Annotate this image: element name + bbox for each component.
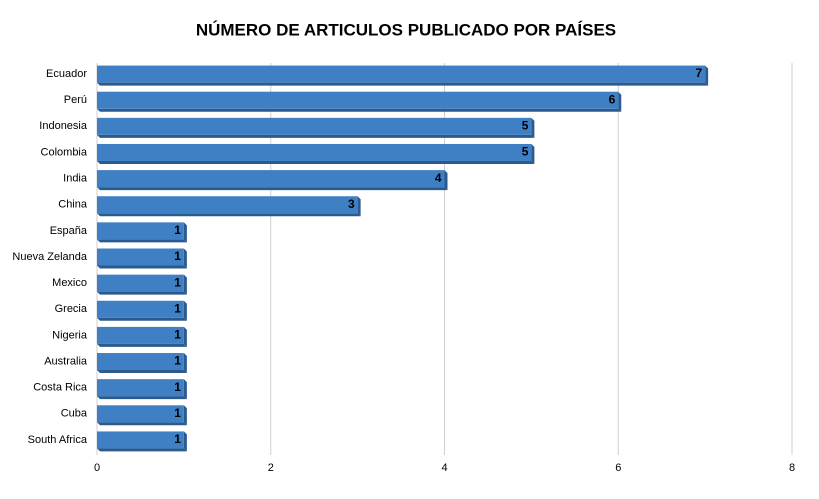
chart-title: NÚMERO DE ARTICULOS PUBLICADO POR PAÍSES xyxy=(196,20,616,39)
bar xyxy=(97,326,184,344)
bar-bottom xyxy=(97,422,187,426)
value-label: 1 xyxy=(174,406,181,420)
bar-bottom xyxy=(97,448,187,452)
bar xyxy=(97,405,184,423)
value-label: 6 xyxy=(609,92,616,106)
bar xyxy=(97,274,184,292)
bar-side xyxy=(357,196,361,217)
bar-bottom xyxy=(97,265,187,269)
y-tick-label: Colombia xyxy=(41,146,88,158)
bar-side xyxy=(531,117,535,138)
y-tick-label: Nigeria xyxy=(52,329,88,341)
bar-bottom xyxy=(97,160,535,164)
bar xyxy=(97,143,532,161)
value-label: 4 xyxy=(435,171,442,185)
bar-bottom xyxy=(97,213,361,217)
bar-side xyxy=(531,143,535,164)
bar-side xyxy=(183,248,187,269)
bar-side xyxy=(183,431,187,452)
bar xyxy=(97,222,184,240)
value-label: 1 xyxy=(174,301,181,315)
bar-bottom xyxy=(97,239,187,243)
bar-side xyxy=(618,91,622,112)
bar xyxy=(97,248,184,266)
y-tick-label: Perú xyxy=(64,94,87,106)
value-label: 3 xyxy=(348,197,355,211)
bar-bottom xyxy=(97,291,187,295)
y-tick-label: South Africa xyxy=(28,434,88,446)
bar-side xyxy=(183,353,187,374)
value-label: 5 xyxy=(522,145,529,159)
bar xyxy=(97,170,445,188)
value-label: 1 xyxy=(174,223,181,237)
bar-side xyxy=(705,65,709,86)
bar-side xyxy=(183,274,187,295)
bar xyxy=(97,300,184,318)
bar xyxy=(97,196,358,214)
value-label: 1 xyxy=(174,275,181,289)
bar-side xyxy=(183,405,187,426)
value-label: 5 xyxy=(522,119,529,133)
y-tick-label: Australia xyxy=(44,355,88,367)
bar xyxy=(97,117,532,135)
y-tick-label: España xyxy=(50,225,88,237)
bar-bottom xyxy=(97,108,622,112)
bar-bottom xyxy=(97,317,187,321)
y-tick-label: Grecia xyxy=(55,303,88,315)
y-tick-label: Ecuador xyxy=(46,68,87,80)
x-tick-label: 4 xyxy=(441,462,447,474)
value-label: 1 xyxy=(174,249,181,263)
y-tick-label: China xyxy=(58,199,88,211)
y-tick-label: India xyxy=(63,173,88,185)
bar-side xyxy=(183,379,187,400)
value-label: 1 xyxy=(174,432,181,446)
x-tick-label: 8 xyxy=(789,462,795,474)
bar-bottom xyxy=(97,370,187,374)
bar xyxy=(97,65,706,83)
value-label: 1 xyxy=(174,380,181,394)
bar-side xyxy=(183,326,187,347)
value-label: 7 xyxy=(695,66,702,80)
x-tick-label: 0 xyxy=(94,462,100,474)
x-tick-label: 6 xyxy=(615,462,621,474)
y-tick-label: Indonesia xyxy=(39,120,88,132)
bar-side xyxy=(444,170,448,191)
bar-bottom xyxy=(97,396,187,400)
bar xyxy=(97,431,184,449)
value-label: 1 xyxy=(174,328,181,342)
y-tick-label: Costa Rica xyxy=(33,382,88,394)
value-label: 1 xyxy=(174,354,181,368)
x-tick-label: 2 xyxy=(268,462,274,474)
y-tick-label: Mexico xyxy=(52,277,87,289)
bar-bottom xyxy=(97,343,187,347)
bar-side xyxy=(183,300,187,321)
bar-bottom xyxy=(97,187,448,191)
bar xyxy=(97,379,184,397)
y-tick-label: Nueva Zelanda xyxy=(12,251,87,263)
bar-bottom xyxy=(97,134,535,138)
y-tick-label: Cuba xyxy=(61,408,88,420)
bar-side xyxy=(183,222,187,243)
bar xyxy=(97,91,619,109)
bar xyxy=(97,353,184,371)
bar-bottom xyxy=(97,82,709,86)
